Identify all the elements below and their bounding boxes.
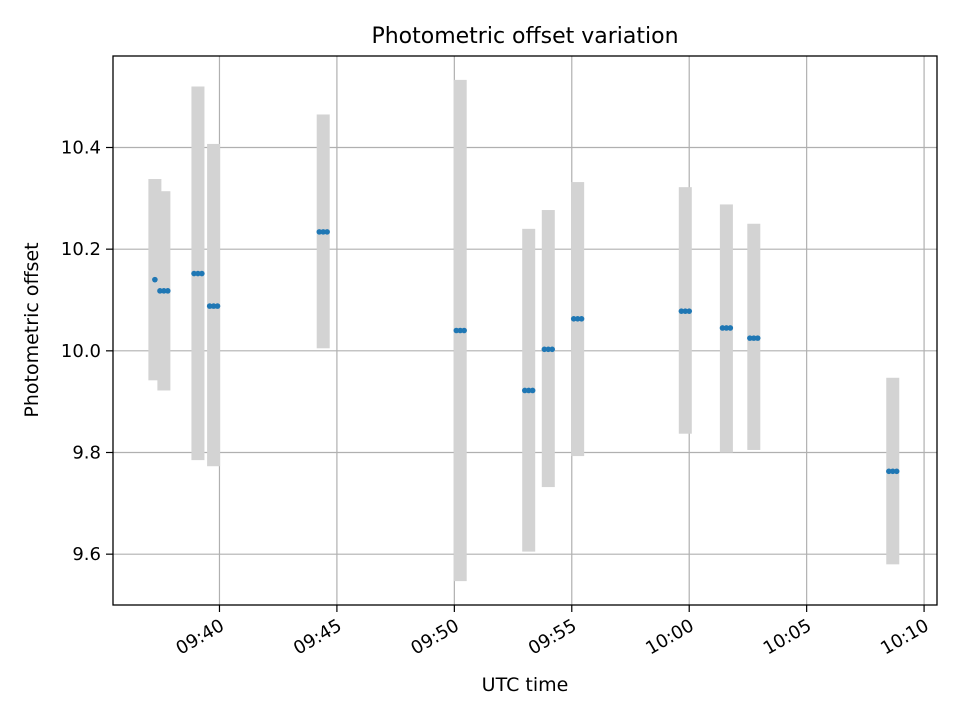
data-point [191, 270, 197, 277]
data-points [152, 229, 900, 475]
data-point [723, 325, 730, 331]
data-point [324, 229, 330, 235]
data-point [529, 387, 536, 394]
data-point [570, 316, 577, 322]
x-tick-label: 09:50 [407, 615, 462, 659]
data-point [152, 276, 158, 283]
x-tick-label: 10:05 [760, 615, 815, 659]
data-point [199, 270, 205, 277]
data-point [751, 335, 757, 341]
data-point [545, 346, 552, 353]
data-point [320, 229, 327, 235]
data-point [206, 303, 213, 309]
data-point [157, 288, 163, 294]
x-tick-label: 09:45 [290, 615, 345, 659]
plot-frame [112, 55, 938, 606]
x-axis-label: UTC time [482, 674, 569, 696]
data-point [574, 316, 581, 322]
data-point [686, 308, 693, 314]
data-point [727, 325, 734, 331]
data-point [754, 335, 761, 341]
data-point [195, 270, 201, 277]
y-tick-label: 10.2 [61, 239, 101, 260]
data-point [578, 316, 585, 322]
data-point [678, 308, 685, 314]
x-axis-ticks: 09:40 09:45 09:50 09:55 10:00 10:05 10:10 [173, 605, 933, 659]
data-point [889, 468, 896, 475]
data-point [214, 303, 221, 309]
data-point [541, 346, 548, 353]
data-point [893, 468, 900, 475]
x-tick-label: 10:10 [877, 615, 932, 659]
y-tick-label: 9.8 [72, 443, 101, 464]
data-point [316, 229, 323, 235]
y-axis-ticks: 9.6 9.8 10.0 10.2 10.4 [61, 138, 113, 565]
y-axis-label: Photometric offset [21, 242, 43, 417]
data-point [549, 346, 556, 353]
range-bars [148, 79, 900, 582]
data-point [719, 325, 726, 331]
data-point [453, 327, 460, 334]
data-point [525, 387, 532, 394]
x-tick-label: 09:55 [525, 615, 580, 659]
data-point [161, 288, 167, 294]
data-point [210, 303, 217, 309]
x-tick-label: 10:00 [642, 615, 697, 659]
data-point [461, 327, 467, 334]
data-point [165, 288, 171, 294]
data-point [457, 327, 464, 334]
chart-title: Photometric offset variation [371, 24, 678, 49]
data-point [522, 387, 528, 394]
y-tick-label: 9.6 [72, 544, 101, 565]
y-tick-label: 10.4 [61, 138, 101, 159]
data-point [747, 335, 753, 341]
data-point [886, 468, 892, 475]
y-tick-label: 10.0 [61, 341, 101, 362]
x-tick-label: 09:40 [173, 615, 228, 659]
data-point [682, 308, 689, 314]
